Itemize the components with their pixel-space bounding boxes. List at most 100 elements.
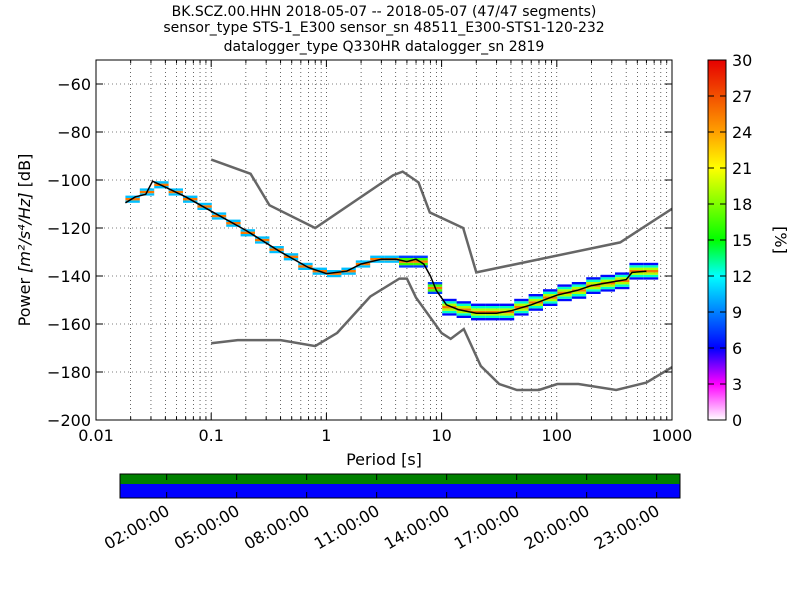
histogram-cell [528,298,544,302]
histogram-cell [442,303,457,306]
histogram-cell [643,272,659,275]
histogram-cell [629,272,644,275]
histogram-cell [226,224,241,227]
histogram-cell [197,205,212,208]
y-axis-label-db: [dB] [15,154,34,193]
histogram-cell [543,291,558,294]
grid [96,60,672,420]
low-noise-model-line [211,277,672,392]
colorbar-tick-label: 6 [732,339,742,358]
high-noise-model-line [210,158,672,274]
y-axis-label-units: [m²/s⁴/Hz] [15,192,34,272]
x-tick-label: 1 [321,426,331,445]
histogram-cell [557,294,572,297]
colorbar-tick-label: 18 [732,195,752,214]
colorbar-tick-label: 30 [732,51,752,70]
histogram-cell [442,298,457,302]
histogram-cell [615,286,630,290]
y-tick-label: −100 [47,171,91,190]
histogram-cell [571,294,587,297]
histogram-cell [528,296,544,299]
histogram-cell [456,306,472,309]
y-axis-label-main: Power [15,273,34,326]
histogram-cell [211,212,227,215]
histogram-cell [427,282,443,285]
histogram-cell [615,284,630,287]
histogram-cell [615,282,630,285]
y-tick-label: −120 [47,219,91,238]
colorbar-tick-marks [708,59,726,421]
histogram-cell [283,253,299,256]
colorbar-tick-label: 3 [732,375,742,394]
x-tick-label: 0.01 [78,426,114,445]
y-tick-label: −140 [47,267,91,286]
histogram-cell [586,282,601,285]
histogram-cell [528,306,544,309]
time-tick-marks [166,474,658,498]
histogram-cell [600,289,616,292]
time-tick-label: 20:00:00 [521,501,593,553]
histogram-cell [240,234,256,237]
histogram-cell [557,284,572,287]
histogram-cell [557,289,572,292]
y-tick-label: −160 [47,315,91,334]
histogram-cell [226,219,241,222]
histogram-cell [413,255,428,258]
histogram-cell [629,274,644,278]
histogram-cell [255,241,270,244]
y-tick-label: −200 [47,411,91,430]
histogram-cell [399,265,414,268]
histogram-cell [327,272,342,275]
colorbar-tick-label: 21 [732,159,752,178]
colorbar-tick-label: 12 [732,267,752,286]
histogram-cell [154,181,169,184]
histogram-cell [615,277,630,280]
time-tick-label: 14:00:00 [381,501,453,553]
histogram-cell [571,291,587,294]
histogram-cell [643,262,659,266]
histogram-cell [499,308,515,311]
histogram-cell [643,274,659,278]
x-tick-label: 100 [542,426,573,445]
histogram-cell [269,246,284,249]
histogram-cell [413,265,428,268]
histogram-cell [327,274,342,278]
histogram-cell [355,265,371,268]
histogram-cell [543,301,558,304]
coverage-frame [119,473,681,499]
histogram-cell [283,255,299,258]
histogram-cell [125,195,140,198]
colorbar-label: [%] [771,226,790,254]
x-tick-label: 10 [431,426,451,445]
median-line [125,180,647,314]
histogram-cell [384,255,400,258]
x-tick-label: 0.1 [198,426,223,445]
y-axis-label: Power [m²/s⁴/Hz] [dB] [15,154,34,327]
histogram-cell [557,286,572,290]
histogram-cell [629,265,644,268]
histogram-cell [629,277,644,280]
histogram-cell [442,308,457,311]
plot-background [96,60,672,420]
histogram-cell [327,270,342,273]
time-tick-label: 11:00:00 [311,501,383,553]
time-tick-label: 02:00:00 [101,501,173,553]
histogram-cell [485,313,500,316]
histogram-cell [485,306,500,309]
histogram-cell [514,313,529,316]
colorbar-tick-label: 27 [732,87,752,106]
colorbar-tick-label: 9 [732,303,742,322]
histogram-cell [456,303,472,306]
title-line-3: datalogger_type Q330HR datalogger_sn 281… [224,39,545,55]
histogram-cell [600,277,616,280]
noise-models [210,158,672,392]
histogram-cell [456,315,472,318]
histogram-cell [442,306,457,309]
histogram-cell [139,188,155,191]
histogram-cell [600,286,616,290]
y-tick-label: −80 [57,123,91,142]
plot-frame [95,59,673,421]
histogram-cell [283,258,299,261]
histogram-cell [528,308,544,311]
